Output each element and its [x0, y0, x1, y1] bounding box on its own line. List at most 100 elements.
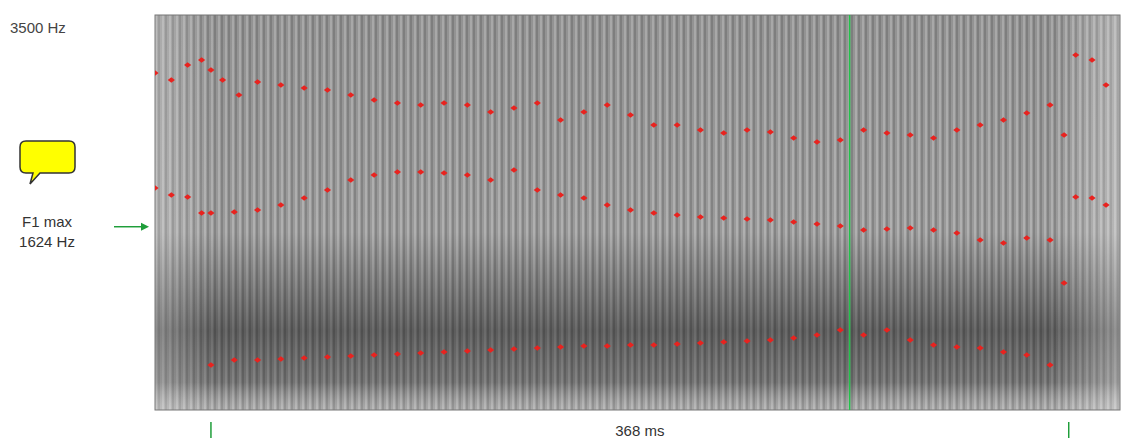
formant-point — [207, 210, 214, 215]
formant-point — [557, 117, 564, 122]
formant-point — [1060, 132, 1067, 137]
formant-point — [347, 353, 354, 358]
formant-point — [301, 195, 308, 200]
formant-point — [440, 100, 447, 105]
formant-point — [627, 112, 634, 117]
formant-point — [394, 169, 401, 174]
formant-point — [790, 219, 797, 224]
formant-point — [464, 348, 471, 353]
formant-point — [580, 109, 587, 114]
span-start — [210, 422, 212, 438]
formant-point — [907, 225, 914, 230]
formant-point — [534, 345, 541, 350]
formant-point — [627, 207, 634, 212]
formant-point — [907, 337, 914, 342]
cursor-line — [849, 15, 851, 410]
formant-point — [743, 216, 750, 221]
formant-point — [907, 132, 914, 137]
formant-point — [277, 82, 284, 87]
formant-point — [557, 344, 564, 349]
formant-point — [301, 355, 308, 360]
formant-point — [510, 105, 517, 110]
formant-point — [371, 97, 378, 102]
formant-point — [254, 207, 261, 212]
formant-point — [301, 85, 308, 90]
formant-point — [510, 167, 517, 172]
formant-point — [184, 62, 191, 67]
formant-point — [371, 352, 378, 357]
plot-shade — [155, 15, 1120, 410]
formant-point — [720, 215, 727, 220]
plot-frame — [155, 15, 1120, 410]
formant-point — [440, 349, 447, 354]
formant-point — [604, 202, 611, 207]
formant-point — [155, 70, 159, 75]
formant-point — [953, 127, 960, 132]
formant-point — [324, 354, 331, 359]
formant-point — [417, 169, 424, 174]
formant-point — [1088, 195, 1095, 200]
formant-point — [860, 127, 867, 132]
formant-point — [1102, 82, 1109, 87]
formant-point — [464, 102, 471, 107]
formant-point — [977, 122, 984, 127]
formant-point — [743, 127, 750, 132]
formant-point — [1046, 237, 1053, 242]
formant-point — [1023, 110, 1030, 115]
formant-point — [767, 337, 774, 342]
formant-point — [883, 226, 890, 231]
formant-point — [557, 192, 564, 197]
formant-point — [1072, 52, 1079, 57]
formant-point — [837, 223, 844, 228]
formant-point — [650, 122, 657, 127]
formant-point — [953, 230, 960, 235]
formant-point — [487, 109, 494, 114]
formant-point — [510, 346, 517, 351]
formant-point — [207, 362, 214, 367]
formant-point — [790, 335, 797, 340]
formant-point — [417, 350, 424, 355]
formant-point — [198, 210, 205, 215]
formant-point — [1088, 57, 1095, 62]
span-label: 368 ms — [615, 422, 664, 439]
formant-point — [324, 187, 331, 192]
y-tick-label: 3500 Hz — [10, 19, 66, 36]
formant-point — [235, 92, 242, 97]
formant-point — [168, 192, 175, 197]
formant-point — [580, 195, 587, 200]
formant-point — [394, 351, 401, 356]
formant-point — [813, 332, 820, 337]
formant-point — [813, 221, 820, 226]
formant-point — [930, 342, 937, 347]
series — [155, 52, 1110, 144]
span-end — [1068, 422, 1070, 438]
formant-point — [417, 102, 424, 107]
formant-point — [464, 172, 471, 177]
chart: 3500 HzF1 max1624 Hz368 ms — [0, 0, 1124, 446]
formant-point — [697, 127, 704, 132]
formant-point — [1102, 202, 1109, 207]
formant-point — [1046, 102, 1053, 107]
series — [207, 327, 1053, 367]
formant-point — [674, 122, 681, 127]
formant-point — [487, 177, 494, 182]
formant-point — [767, 217, 774, 222]
formant-point — [860, 227, 867, 232]
formant-point — [1023, 352, 1030, 357]
formant-point — [837, 137, 844, 142]
annotation-label: 1624 Hz — [19, 233, 75, 250]
formant-point — [930, 227, 937, 232]
formant-point — [650, 210, 657, 215]
formant-point — [813, 139, 820, 144]
formant-point — [1046, 362, 1053, 367]
formant-point — [697, 214, 704, 219]
formant-point — [837, 327, 844, 332]
formant-point — [347, 177, 354, 182]
formant-point — [767, 129, 774, 134]
formant-point — [720, 130, 727, 135]
formant-point — [324, 87, 331, 92]
plot-texture — [155, 15, 1120, 410]
formant-point — [534, 187, 541, 192]
formant-point — [440, 170, 447, 175]
formant-point — [254, 357, 261, 362]
